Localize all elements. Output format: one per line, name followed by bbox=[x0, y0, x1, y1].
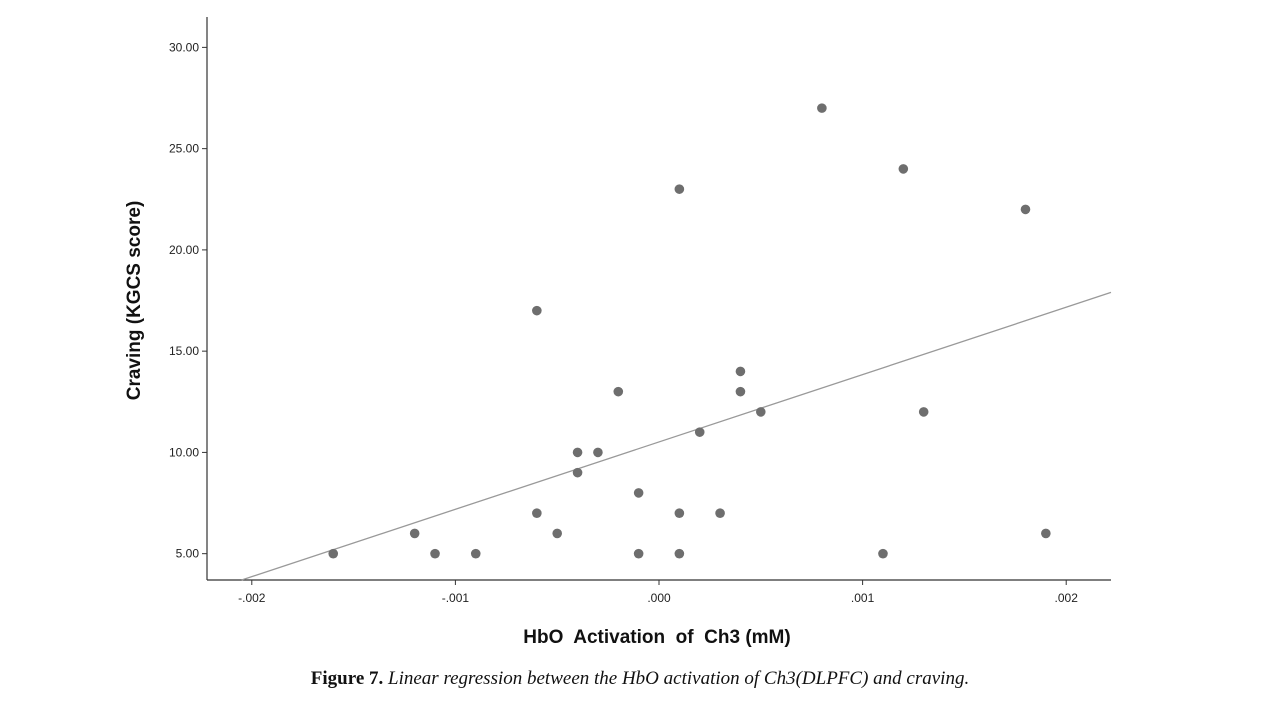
data-point bbox=[593, 447, 603, 458]
y-tick-label: 20.00 bbox=[169, 243, 199, 257]
y-tick-label: 25.00 bbox=[169, 142, 199, 156]
x-tick-label: .001 bbox=[851, 591, 875, 605]
x-tick-label: .002 bbox=[1055, 591, 1079, 605]
data-point bbox=[633, 548, 644, 559]
data-point bbox=[552, 528, 562, 539]
x-axis-title: HbO Activation of Ch3 (mM) bbox=[523, 627, 790, 648]
data-point bbox=[674, 508, 685, 518]
y-tick-label: 10.00 bbox=[169, 445, 199, 459]
caption-text: Linear regression between the HbO activa… bbox=[383, 668, 970, 689]
y-axis-title: Craving (KGCS score) bbox=[124, 201, 145, 401]
data-point bbox=[694, 427, 705, 437]
data-point bbox=[572, 447, 583, 458]
data-point bbox=[633, 488, 644, 498]
data-point bbox=[735, 386, 746, 397]
scatter-chart: 5.00 10.00 15.00 20.00 25.00 30.00 -.002 -.001… bbox=[124, 17, 1112, 648]
y-tick-label: 30.00 bbox=[169, 40, 199, 54]
y-tick-label: 15.00 bbox=[169, 344, 199, 358]
data-point bbox=[715, 508, 725, 518]
data-point bbox=[735, 366, 746, 377]
x-tick-label: .000 bbox=[647, 591, 671, 605]
x-tick-label: -.001 bbox=[442, 591, 470, 605]
y-ticks: 5.00 10.00 15.00 20.00 25.00 30.00 bbox=[169, 40, 207, 561]
data-point bbox=[430, 548, 440, 559]
data-point bbox=[898, 164, 909, 174]
data-point bbox=[409, 528, 420, 539]
data-point bbox=[918, 407, 929, 417]
data-point bbox=[1041, 528, 1051, 539]
data-point bbox=[756, 407, 766, 417]
data-point bbox=[328, 548, 339, 559]
regression-line bbox=[241, 291, 1112, 581]
data-point bbox=[613, 386, 624, 397]
data-point bbox=[572, 467, 583, 478]
data-point bbox=[1020, 204, 1031, 215]
x-ticks: -.002 -.001 .000 .001 .002 bbox=[238, 580, 1078, 605]
data-points bbox=[328, 103, 1051, 559]
figure-caption: Figure 7. Linear regression between the … bbox=[0, 668, 1280, 690]
data-point bbox=[532, 508, 542, 518]
data-point bbox=[532, 305, 542, 316]
x-tick-label: -.002 bbox=[238, 591, 266, 605]
data-point bbox=[817, 103, 827, 113]
data-point bbox=[674, 548, 685, 559]
caption-figure-number: Figure 7. bbox=[310, 668, 384, 689]
data-point bbox=[674, 184, 685, 194]
y-tick-label: 5.00 bbox=[176, 547, 200, 561]
data-point bbox=[470, 548, 481, 559]
data-point bbox=[878, 548, 888, 559]
